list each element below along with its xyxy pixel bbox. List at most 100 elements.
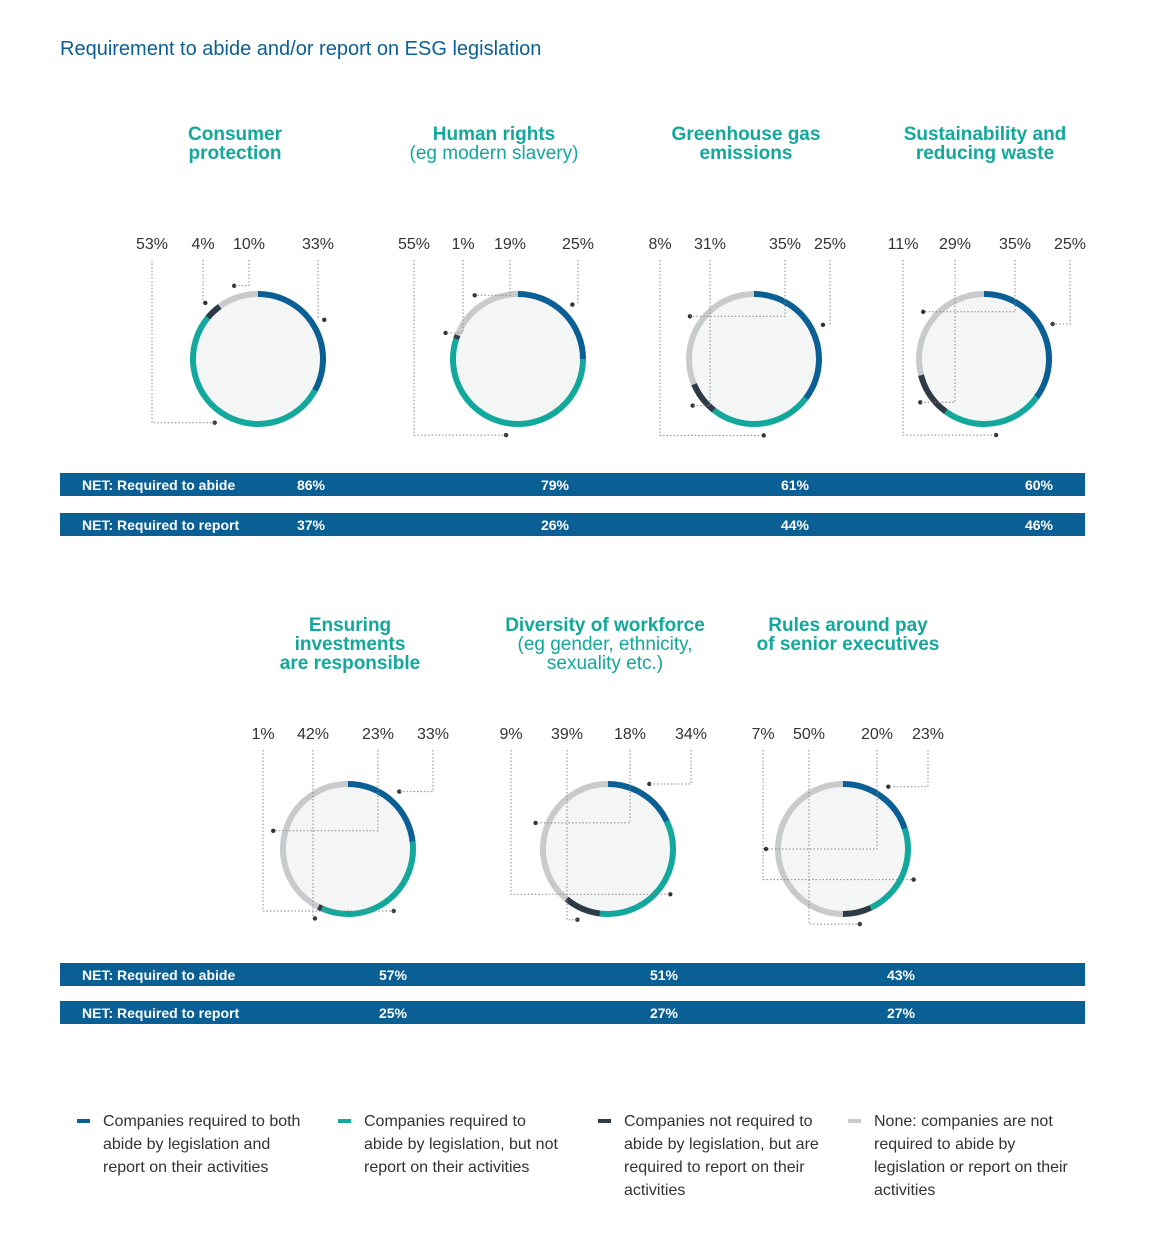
leader-line [262, 750, 394, 912]
leader-dot [820, 322, 826, 327]
percent-label: 8% [648, 236, 672, 253]
leader-dot [918, 400, 923, 405]
percent-label: 42% [296, 726, 330, 743]
leader-dot [533, 820, 538, 826]
donut-segment-abide_only [450, 337, 586, 427]
chart-title-line: Diversity of workforce [505, 615, 705, 636]
donut-segment-report_only [918, 374, 948, 415]
leader-line [1052, 260, 1071, 325]
donut-segment-report_only [842, 905, 872, 917]
net-label-report: NET: Required to report [82, 1005, 240, 1021]
donut-segment-abide_only [711, 396, 809, 427]
donut-segment-none [218, 291, 259, 309]
net-label-abide: NET: Required to abide [82, 477, 236, 493]
percent-label: 39% [550, 726, 584, 743]
net-value-report: 27% [649, 1005, 679, 1021]
chart-title-line: Sustainability and [903, 124, 1067, 145]
chart-title-line: Greenhouse gas [671, 124, 821, 145]
percent-label: 33% [416, 726, 450, 743]
net-bar-abide: NET: Required to abide 86% 79% 61% 60% [60, 473, 1085, 496]
legend-swatch [77, 1119, 90, 1123]
leader-dot [322, 317, 327, 322]
donut-segment-none [916, 291, 985, 376]
chart-subtitle-line: sexuality etc.) [546, 653, 664, 674]
percent-label: 53% [135, 236, 169, 253]
net-bar-report: NET: Required to report 25% 27% 27% [60, 1001, 1085, 1024]
percent-label: 31% [693, 236, 727, 253]
leader-dot [203, 300, 208, 306]
leader-dot [232, 283, 237, 288]
donut-segment-abide_only [320, 841, 416, 917]
leader-line [920, 260, 956, 403]
leader-dot [993, 432, 999, 438]
leader-line [399, 750, 434, 793]
chart-title-line: Ensuring [308, 615, 392, 636]
leader-dot [690, 403, 695, 408]
leader-line [689, 260, 786, 317]
donut-segment-both [753, 291, 822, 401]
net-value-abide: 60% [1024, 477, 1054, 493]
leader-line [766, 750, 878, 850]
leader-dot [647, 781, 652, 787]
donut-fill [193, 294, 323, 424]
net-value-abide: 43% [886, 967, 916, 983]
percent-label: 23% [911, 726, 945, 743]
legend-swatch [848, 1119, 861, 1123]
leader-dot [575, 917, 580, 922]
donut-segment-both [347, 781, 416, 843]
chart-title-line: emissions [699, 143, 793, 164]
legend-text: Companies required to abide by legislati… [364, 1113, 558, 1176]
percent-label: 34% [674, 726, 708, 743]
leader-dot [443, 330, 448, 336]
donut-fill [283, 784, 413, 914]
percent-label: 1% [251, 726, 275, 743]
leader-dot [570, 302, 575, 307]
percent-label: 35% [998, 236, 1032, 253]
donut-segment-report_only [316, 904, 324, 912]
net-bar-report: NET: Required to report 37% 26% 44% 46% [60, 513, 1085, 536]
chart-title-line: are responsible [279, 653, 421, 674]
legend-swatch [338, 1119, 351, 1123]
donut-segment-both [517, 291, 586, 360]
percent-label: 25% [813, 236, 847, 253]
donut-segment-both [983, 291, 1052, 399]
net-value-report: 37% [296, 517, 326, 533]
chart-title-line: Human rights [432, 124, 556, 145]
donut-segment-none [280, 781, 349, 910]
donut-segment-abide_only [189, 315, 318, 427]
percent-label: 25% [561, 236, 595, 253]
leader-dot [312, 916, 318, 921]
net-value-report: 46% [1024, 517, 1054, 533]
donut-segment-report_only [453, 333, 461, 340]
chart-title: Consumer protection [105, 125, 365, 163]
legend-swatch [598, 1119, 611, 1123]
page-title: Requirement to abide and/or report on ES… [60, 38, 542, 60]
chart-title: Diversity of workforce (eg gender, ethnic… [475, 616, 735, 673]
percent-label: 1% [451, 236, 475, 253]
chart-title-line: Consumer [188, 124, 282, 145]
leader-line [234, 260, 250, 287]
percent-label: 50% [792, 726, 826, 743]
chart-title-line: reducing waste [915, 143, 1055, 164]
leader-line [923, 260, 1016, 313]
chart-title: Sustainability and reducing waste [855, 125, 1115, 163]
legend-text: Companies not required to abide by legis… [624, 1113, 819, 1199]
net-value-report: 27% [886, 1005, 916, 1021]
chart-title-line: Rules around pay [768, 615, 928, 636]
percent-label: 4% [191, 236, 215, 253]
donut-segment-none [540, 781, 609, 902]
percent-label: 35% [768, 236, 802, 253]
donut-segment-both [257, 291, 326, 392]
chart-title: Ensuring investments are responsible [220, 616, 480, 673]
leader-line [510, 750, 671, 895]
leader-dot [668, 892, 673, 897]
donut-segment-none [775, 781, 844, 917]
percent-label: 23% [361, 726, 395, 743]
net-value-abide: 57% [378, 967, 408, 983]
leader-dot [761, 433, 766, 438]
donut-fill [689, 294, 819, 424]
leader-line [659, 260, 764, 436]
net-value-abide: 79% [540, 477, 570, 493]
donut-segment-both [607, 781, 670, 823]
